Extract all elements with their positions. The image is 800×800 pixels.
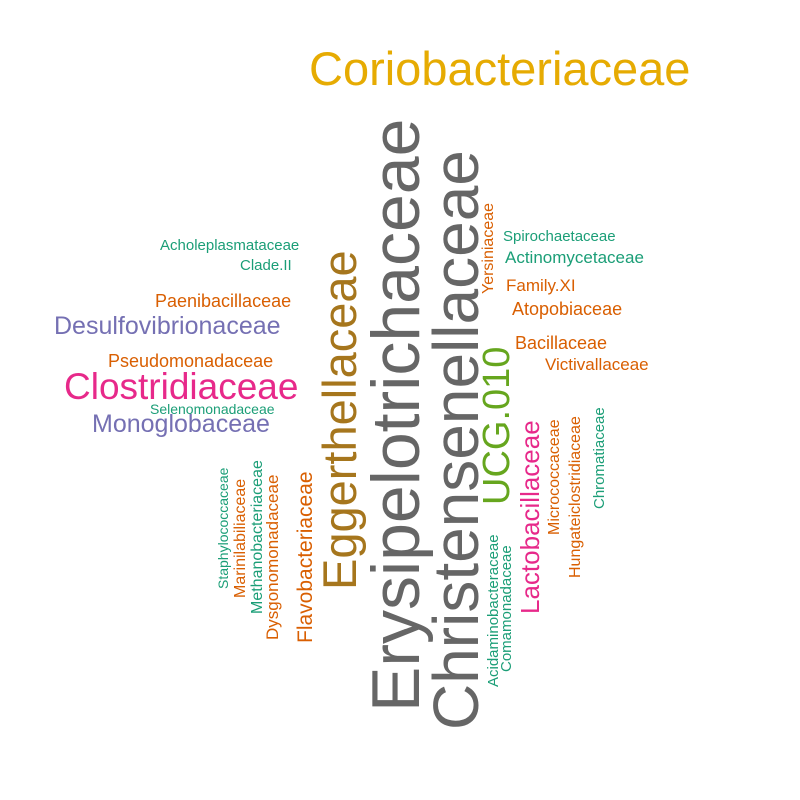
word-victivallaceae: Victivallaceae [545,355,649,374]
word-clostridiaceae: Clostridiaceae [64,366,299,407]
word-flavobacteriaceae: Flavobacteriaceae [294,471,317,643]
word-pseudomonadaceae: Pseudomonadaceae [108,351,274,371]
word-lactobacillaceae: Lactobacillaceae [515,420,545,614]
word-coriobacteriaceae: Coriobacteriaceae [309,42,691,95]
word-family-xi: Family.XI [506,276,576,295]
word-ucg-010: UCG.010 [476,346,518,505]
word-selenomonadaceae: Selenomonadaceae [150,401,275,417]
word-chromatiaceae: Chromatiaceae [591,407,608,509]
word-hungateiclostridiaceae: Hungateiclostridiaceae [567,416,584,578]
word-spirochaetaceae: Spirochaetaceae [503,228,616,245]
word-comamonadaceae: Comamonadaceae [498,545,515,672]
word-monoglobaceae: Monoglobaceae [92,410,270,438]
word-staphylococcaceae: Staphylococcaceae [215,467,231,589]
word-bacillaceae: Bacillaceae [515,333,608,353]
word-marinilabiliaceae: Marinilabiliaceae [232,478,249,598]
word-desulfovibrionaceae: Desulfovibrionaceae [54,312,281,340]
word-dysgonomonadaceae: Dysgonomonadaceae [263,474,282,640]
word-atopobiaceae: Atopobiaceae [512,299,623,319]
word-eggerthellaceae: Eggerthellaceae [313,250,366,590]
word-yersiniaceae: Yersiniaceae [480,202,497,294]
word-actinomycetaceae: Actinomycetaceae [505,248,644,267]
word-micrococcaceae: Micrococcaceae [546,419,563,535]
word-acholeplasmataceae: Acholeplasmataceae [160,237,300,254]
word-paenibacillaceae: Paenibacillaceae [155,291,292,311]
word-clade-ii: Clade.II [240,257,292,274]
